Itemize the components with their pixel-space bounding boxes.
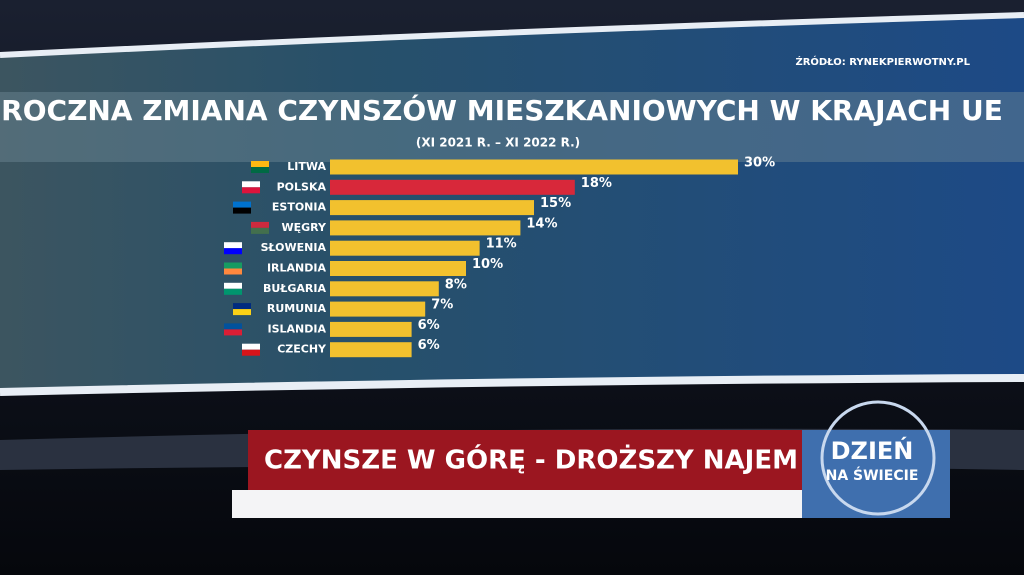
flag [251, 227, 269, 234]
flag [224, 282, 242, 289]
flag [224, 262, 242, 269]
category-label: ISLANDIA [268, 322, 327, 335]
flag [242, 349, 260, 356]
bar [330, 261, 466, 276]
source: ŹRÓDŁO: RYNEKPIERWOTNY.PL [795, 55, 970, 68]
bar [330, 321, 412, 337]
value-label: 10% [472, 257, 503, 272]
wall-edge [0, 374, 1024, 396]
category-label: LITWA [287, 160, 326, 173]
flag [224, 268, 242, 275]
value-label: 6% [418, 318, 440, 333]
logo-text: NA ŚWIECIE [826, 466, 919, 484]
flag [233, 201, 251, 208]
bar-chart: LITWA 30% POLSKA 18% ESTONIA 15% WĘGRY 14% SŁOWE… [224, 156, 775, 358]
value-label: 18% [581, 176, 612, 191]
bar [330, 179, 575, 195]
category-label: BUŁGARIA [263, 282, 326, 295]
flag [242, 181, 260, 188]
flag [251, 161, 269, 167]
chart-title: ROCZNA ZMIANA CZYNSZÓW MIESZKANIOWYCH W … [1, 93, 1003, 127]
banner-strip [232, 490, 802, 518]
logo-box [802, 430, 950, 518]
category-label: IRLANDIA [267, 262, 327, 275]
flag [242, 187, 260, 194]
category-label: POLSKA [277, 180, 327, 193]
bar [330, 240, 480, 256]
category-label: CZECHY [277, 343, 327, 356]
flag [251, 221, 269, 228]
chart-subtitle: (XI 2021 R. – XI 2022 R.) [416, 136, 580, 150]
value-label: 8% [445, 277, 467, 292]
category-label: ESTONIA [272, 201, 327, 214]
flag [224, 248, 242, 255]
flag [233, 207, 251, 214]
value-label: 15% [540, 196, 571, 211]
category-label: WĘGRY [281, 221, 327, 234]
bar [330, 281, 439, 297]
flag [224, 242, 242, 249]
bar [330, 342, 412, 358]
bar [330, 200, 534, 216]
logo-text: DZIEŃ [831, 436, 914, 465]
bar [330, 159, 738, 175]
title-band [0, 92, 1024, 162]
flag [242, 343, 260, 350]
value-label: 14% [526, 216, 557, 231]
value-label: 11% [486, 237, 517, 252]
value-label: 7% [431, 298, 453, 313]
flag [224, 288, 242, 295]
headline: CZYNSZE W GÓRĘ - DROŻSZY NAJEM [264, 444, 798, 476]
flag [233, 309, 251, 316]
wall-edge [0, 12, 1024, 58]
logo-ring [820, 400, 936, 516]
flag [224, 329, 242, 336]
value-label: 30% [744, 156, 775, 171]
category-label: SŁOWENIA [261, 241, 327, 254]
category-label: RUMUNIA [267, 302, 327, 315]
bar [330, 220, 521, 236]
bar [330, 301, 426, 317]
flag [251, 167, 269, 173]
banner-box [248, 430, 802, 490]
flag [233, 303, 251, 310]
value-label: 6% [418, 338, 440, 353]
flag [224, 323, 242, 330]
